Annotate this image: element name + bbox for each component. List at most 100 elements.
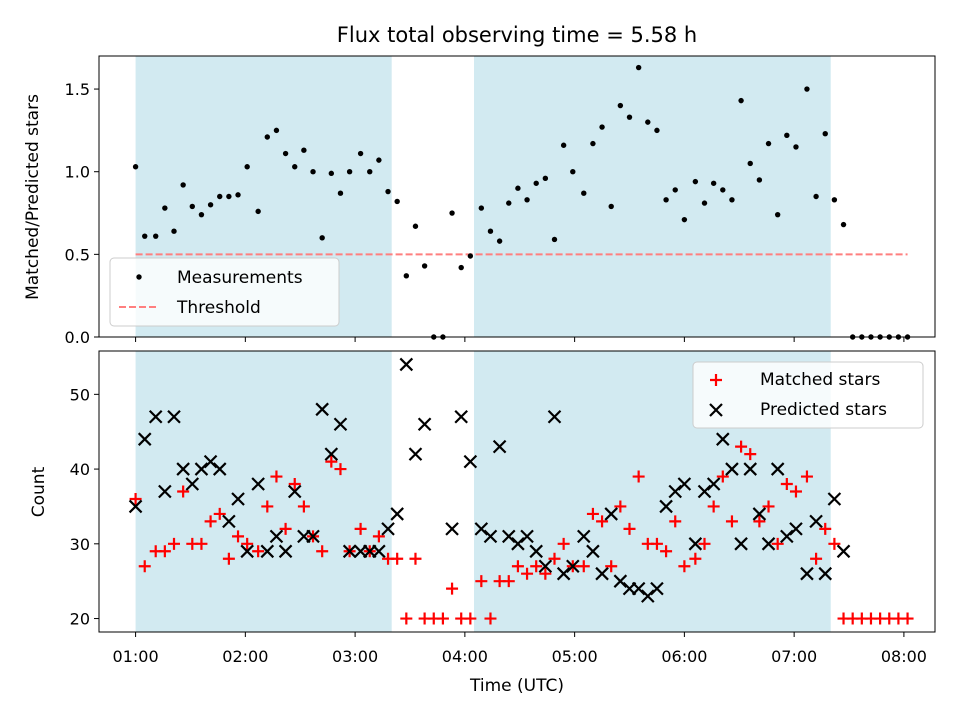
measurement-point xyxy=(337,190,344,196)
matched-star-point xyxy=(800,470,813,483)
measurement-point xyxy=(467,253,474,259)
matched-star-point xyxy=(586,507,599,520)
predicted-star-point xyxy=(399,357,414,372)
measurement-point xyxy=(822,130,828,137)
measurement-point xyxy=(729,197,735,203)
matched-star-point xyxy=(502,575,515,588)
predicted-star-point xyxy=(688,537,703,551)
x-tick-label: 04:00 xyxy=(442,647,488,666)
top-legend-box xyxy=(109,257,340,327)
bottom-y-axis-label: Count xyxy=(29,466,49,517)
predicted-star-point xyxy=(417,417,432,432)
predicted-star-point xyxy=(520,529,534,544)
x-tick-label: 08:00 xyxy=(881,647,927,666)
x-tick-label: 02:00 xyxy=(222,647,268,666)
matched-star-point xyxy=(279,522,292,535)
measurement-point xyxy=(765,140,772,147)
predicted-star-point xyxy=(306,529,320,544)
matched-star-point xyxy=(557,537,570,550)
measurement-point xyxy=(487,228,494,234)
predicted-star-point xyxy=(743,462,758,476)
predicted-star-point xyxy=(167,409,181,424)
measurement-point xyxy=(524,197,530,203)
predicted-star-point xyxy=(566,559,580,574)
matched-star-point xyxy=(716,470,729,483)
measurement-point xyxy=(310,169,316,175)
predicted-star-point xyxy=(650,581,664,596)
predicted-star-point xyxy=(176,462,190,476)
predicted-star-point xyxy=(818,566,833,581)
predicted-star-point xyxy=(128,499,143,514)
observing-window-1 xyxy=(135,351,392,632)
chart-title: Flux total observing time = 5.58 h xyxy=(337,23,697,47)
measurement-point xyxy=(701,200,708,206)
predicted-star-point xyxy=(659,499,673,514)
predicted-star-point xyxy=(780,529,794,544)
predicted-star-point xyxy=(556,566,571,581)
measurement-point xyxy=(198,211,205,218)
predicted-star-point xyxy=(809,514,823,529)
matched-star-point xyxy=(354,522,367,535)
measurement-point xyxy=(142,233,148,239)
measurement-point xyxy=(654,127,660,134)
predicted-star-point xyxy=(538,559,553,574)
predicted-star-point xyxy=(595,566,609,581)
measurement-point xyxy=(180,182,186,188)
matched-star-point xyxy=(168,537,181,550)
measurement-point xyxy=(681,216,688,223)
predicted-star-point xyxy=(454,409,468,424)
predicted-star-point xyxy=(463,454,478,469)
x-tick-label: 05:00 xyxy=(552,647,598,666)
legend-predicted-label: Predicted stars xyxy=(760,400,887,420)
predicted-star-point xyxy=(194,462,209,476)
y-tick-label: 1.0 xyxy=(65,163,90,182)
measurement-point xyxy=(496,238,503,244)
matched-star-point xyxy=(521,567,534,580)
y-tick-label: 40 xyxy=(70,460,90,479)
predicted-star-point xyxy=(668,484,683,499)
predicted-star-point xyxy=(231,492,245,506)
matched-star-point xyxy=(158,545,171,558)
matched-star-point xyxy=(539,567,552,580)
predicted-star-point xyxy=(278,544,293,559)
matched-star-point xyxy=(436,612,449,625)
measurement-point xyxy=(207,202,214,208)
measurement-point xyxy=(515,185,521,191)
predicted-star-point xyxy=(641,589,655,603)
predicted-star-point xyxy=(260,544,275,559)
matched-star-point xyxy=(771,537,784,550)
legend-predicted-marker xyxy=(709,403,723,417)
predicted-star-point xyxy=(827,492,842,506)
y-tick-label: 0.5 xyxy=(65,245,90,264)
measurement-point xyxy=(273,127,280,134)
matched-star-point xyxy=(400,612,413,625)
predicted-star-point xyxy=(269,529,284,544)
measurement-point xyxy=(292,164,298,170)
predicted-star-point xyxy=(511,537,525,551)
predicted-star-point xyxy=(734,537,748,551)
predicted-star-point xyxy=(492,439,507,454)
predicted-star-point xyxy=(586,544,600,559)
top-plot-frame xyxy=(98,55,936,338)
measurement-point xyxy=(813,193,819,200)
observing-window-2 xyxy=(474,56,831,337)
bottom-legend: Matched stars Predicted stars xyxy=(692,361,924,429)
predicted-star-point xyxy=(576,529,591,544)
measurement-point xyxy=(635,64,642,71)
matched-star-point xyxy=(138,560,151,573)
predicted-star-point xyxy=(240,544,254,559)
legend-measurements-marker xyxy=(136,274,142,280)
matched-star-point xyxy=(650,537,663,550)
matched-star-point xyxy=(901,612,914,625)
predicted-star-point xyxy=(324,447,339,461)
matched-star-point xyxy=(409,552,422,565)
y-tick-label: 50 xyxy=(70,385,90,404)
measurement-point xyxy=(738,97,744,104)
matched-star-point xyxy=(605,560,618,573)
measurement-point xyxy=(617,102,624,109)
top-y-axis-label: Matched/Predicted stars xyxy=(23,94,43,300)
predicted-star-point xyxy=(251,477,265,491)
predicted-star-point xyxy=(761,537,776,551)
measurement-point xyxy=(533,180,539,186)
